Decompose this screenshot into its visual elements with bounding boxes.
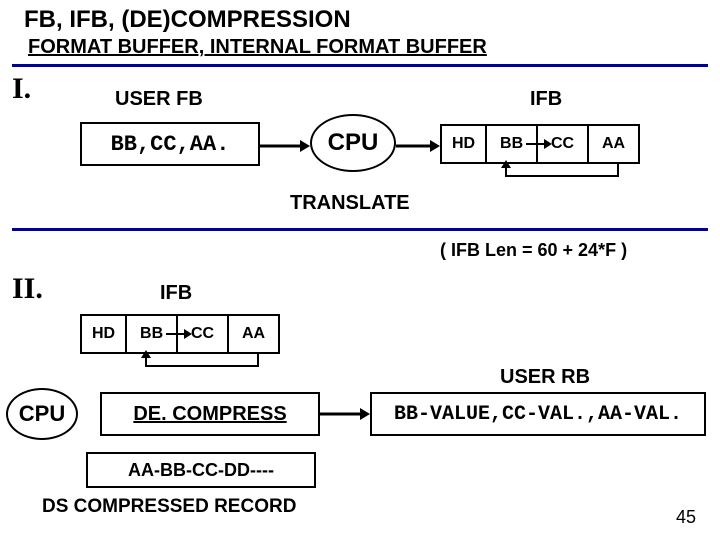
ds-label: DS COMPRESSED RECORD — [42, 496, 296, 518]
divider-top — [12, 64, 708, 67]
ds-box-text: AA-BB-CC-DD---- — [128, 460, 274, 481]
ifb-label-2: IFB — [160, 282, 192, 305]
arrow-ifb1-loop — [488, 160, 648, 190]
cpu2-text: CPU — [19, 401, 65, 427]
ifb2-cell-aa: AA — [229, 316, 278, 352]
arrow-ifb2-loop — [128, 350, 288, 380]
arrow-ifb1-bb-cc — [526, 138, 552, 154]
ifb1-cell-hd: HD — [442, 126, 487, 162]
ds-box: AA-BB-CC-DD---- — [86, 452, 316, 488]
section1-roman: I. — [12, 72, 31, 106]
userrb-box: BB-VALUE,CC-VAL.,AA-VAL. — [370, 392, 706, 436]
ifb-label-1: IFB — [530, 88, 562, 111]
divider-mid — [12, 228, 708, 231]
ifb-len-note: ( IFB Len = 60 + 24*F ) — [440, 240, 627, 261]
cpu1-text: CPU — [328, 129, 379, 157]
userfb-box: BB,CC,AA. — [80, 122, 260, 166]
userrb-label: USER RB — [500, 366, 590, 389]
translate-caption: TRANSLATE — [290, 192, 410, 215]
userfb-label: USER FB — [115, 88, 203, 111]
userfb-value: BB,CC,AA. — [111, 132, 230, 157]
decompress-box: DE. COMPRESS — [100, 392, 320, 436]
arrow-cpu-to-ifb — [396, 138, 440, 158]
page-number: 45 — [676, 507, 696, 528]
ifb1-cell-aa: AA — [589, 126, 638, 162]
cpu-1: CPU — [310, 114, 396, 172]
decompress-text: DE. COMPRESS — [133, 403, 286, 426]
subtitle: FORMAT BUFFER, INTERNAL FORMAT BUFFER — [28, 36, 487, 59]
arrow-ifb2-bb-cc — [166, 328, 192, 344]
userrb-value: BB-VALUE,CC-VAL.,AA-VAL. — [394, 403, 682, 426]
arrow-userfb-to-cpu — [260, 138, 310, 158]
title-main: FB, IFB, (DE)COMPRESSION — [24, 6, 351, 34]
section2-roman: II. — [12, 272, 43, 306]
arrow-decompress-to-rb — [320, 406, 370, 426]
cpu-2: CPU — [6, 388, 78, 440]
ifb2-cell-hd: HD — [82, 316, 127, 352]
